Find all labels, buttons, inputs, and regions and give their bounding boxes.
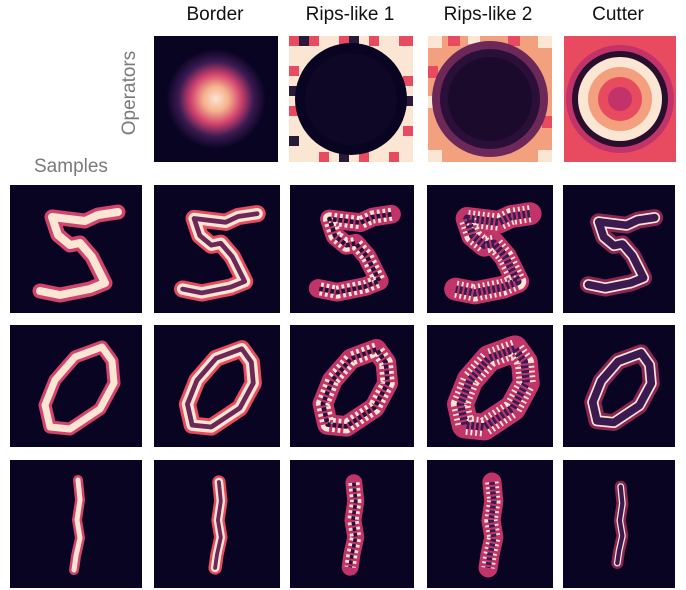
sample-1 <box>10 460 142 588</box>
operators-label-wrap: Operators <box>110 38 150 148</box>
kernel-rips-like-2 <box>428 36 552 162</box>
cutter-0 <box>563 325 675 447</box>
rips2-5 <box>427 185 553 313</box>
kernel-rips-like-1 <box>289 36 413 162</box>
header-rips-like-2: Rips-like 2 <box>443 4 533 25</box>
border-0 <box>154 325 280 447</box>
kernel-cutter <box>564 36 676 162</box>
sample-0 <box>10 325 142 447</box>
rips2-1 <box>427 460 553 588</box>
rips1-5 <box>290 185 414 313</box>
cutter-5 <box>563 185 675 313</box>
rips1-1 <box>290 460 414 588</box>
border-1 <box>154 460 280 588</box>
cutter-1 <box>563 460 675 588</box>
samples-label: Samples <box>34 156 108 177</box>
sample-5 <box>10 185 142 313</box>
header-rips-like-1: Rips-like 1 <box>305 4 395 25</box>
header-cutter: Cutter <box>592 4 644 25</box>
border-5 <box>154 185 280 313</box>
operators-label: Operators <box>119 50 141 136</box>
rips2-0 <box>427 325 553 447</box>
rips1-0 <box>290 325 414 447</box>
kernel-border <box>154 36 278 162</box>
header-border: Border <box>186 4 244 25</box>
